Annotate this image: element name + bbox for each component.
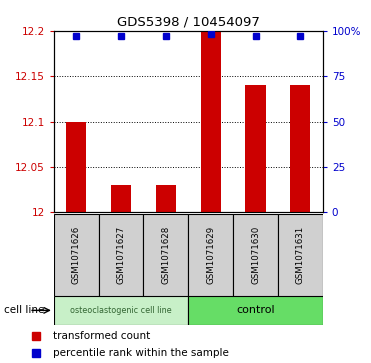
Bar [188,214,233,296]
Text: GSM1071627: GSM1071627 [116,226,125,284]
Bar [54,296,188,325]
Bar [278,214,323,296]
Bar [156,185,176,212]
Text: control: control [236,305,275,315]
Bar [111,185,131,212]
Text: GSM1071626: GSM1071626 [72,226,81,284]
Bar [144,214,188,296]
Text: osteoclastogenic cell line: osteoclastogenic cell line [70,306,172,315]
Bar [99,214,144,296]
Bar [290,85,311,212]
Text: cell line: cell line [4,305,44,315]
Text: GSM1071630: GSM1071630 [251,226,260,284]
Bar [201,31,221,212]
Bar [66,122,86,212]
Bar [54,214,99,296]
Bar [246,85,266,212]
Title: GDS5398 / 10454097: GDS5398 / 10454097 [117,15,260,28]
Bar [233,214,278,296]
Text: GSM1071628: GSM1071628 [161,226,170,284]
Text: GSM1071631: GSM1071631 [296,226,305,284]
Text: GSM1071629: GSM1071629 [206,226,215,284]
Text: transformed count: transformed count [53,331,150,341]
Bar [188,296,323,325]
Text: percentile rank within the sample: percentile rank within the sample [53,348,229,358]
